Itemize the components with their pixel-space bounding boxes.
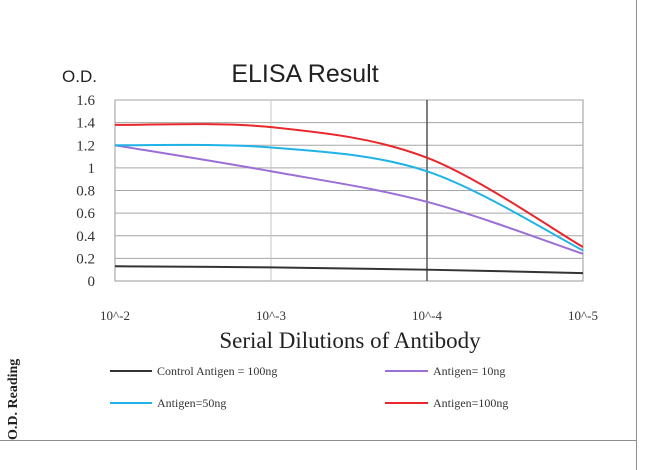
y-tick-label: 0.8 — [76, 184, 95, 200]
series-line-3 — [114, 123, 584, 248]
x-axis-title: Serial Dilutions of Antibody — [219, 328, 481, 353]
frame-right-border — [636, 0, 637, 470]
x-tick-label: 10^-2 — [100, 308, 130, 323]
x-tick-label: 10^-3 — [256, 308, 286, 323]
x-tick-label: 10^-4 — [412, 308, 442, 323]
y-tick-label: 0 — [88, 274, 96, 290]
series-line-2 — [114, 143, 584, 252]
series-line-1 — [114, 144, 584, 255]
frame-bottom-border — [0, 440, 636, 441]
legend-label-2: Antigen=50ng — [157, 396, 226, 410]
legend-label-3: Antigen=100ng — [433, 396, 508, 410]
y-tick-label: 0.2 — [76, 251, 95, 267]
chart-title: ELISA Result — [231, 60, 378, 88]
x-tick-label: 10^-5 — [568, 308, 598, 323]
y-axis-title: O.D. — [62, 67, 97, 86]
y-tick-label: 1.4 — [76, 116, 95, 132]
y-tick-label: 0.6 — [76, 206, 95, 222]
legend-label-1: Antigen= 10ng — [433, 364, 505, 378]
legend-label-0: Control Antigen = 100ng — [157, 364, 277, 378]
series-line-0 — [114, 265, 584, 275]
y-tick-label: 1.2 — [76, 138, 95, 154]
y-tick-label: 1.6 — [76, 93, 95, 109]
y-tick-label: 0.4 — [76, 229, 95, 245]
y-tick-label: 1 — [88, 161, 96, 177]
